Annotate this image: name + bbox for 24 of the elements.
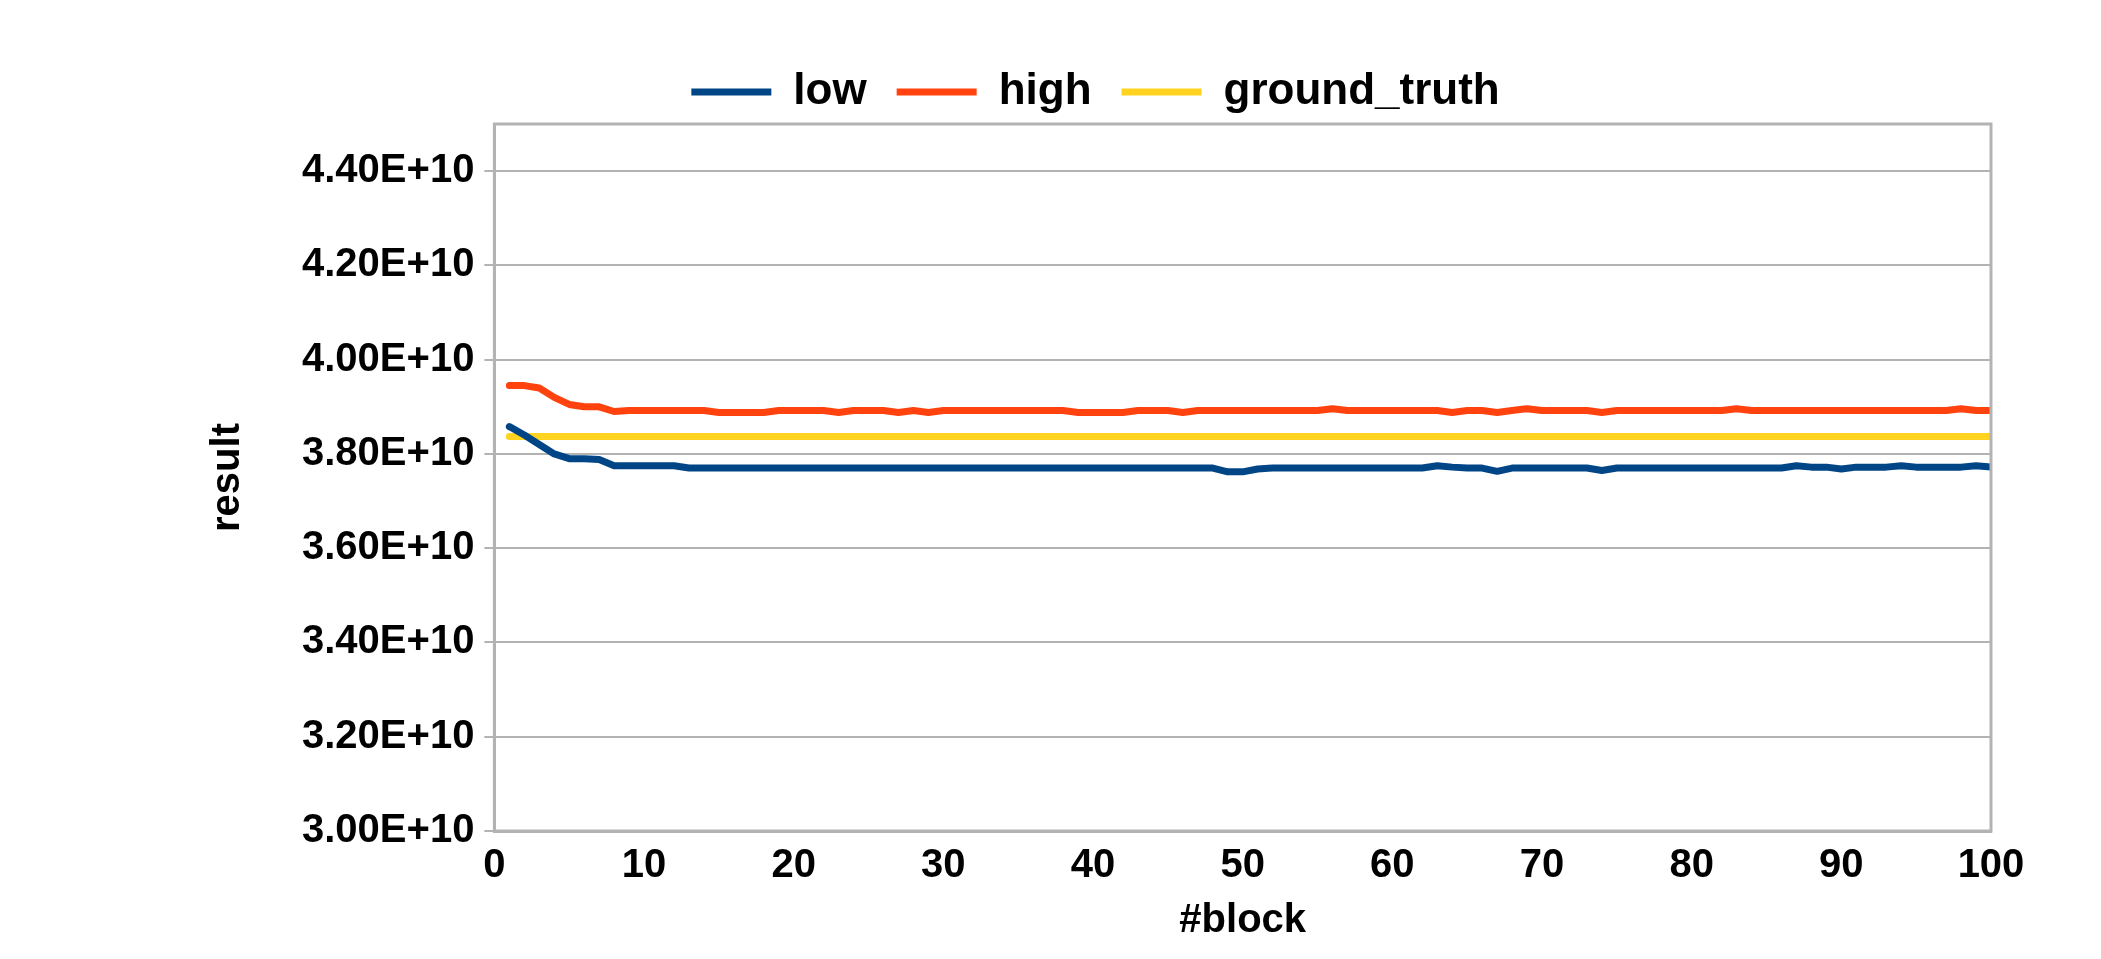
x-tick-label: 60: [1370, 841, 1415, 886]
legend-label: low: [793, 64, 868, 114]
y-tick-label: 3.60E+10: [301, 523, 475, 568]
legend-label: high: [998, 64, 1092, 114]
y-tick-label: 3.00E+10: [301, 806, 475, 851]
x-tick-label: 20: [771, 841, 816, 886]
x-tick-label: 50: [1220, 841, 1265, 886]
y-tick-label: 4.40E+10: [301, 146, 475, 191]
y-tick-label: 3.80E+10: [301, 428, 475, 473]
legend-label: ground_truth: [1223, 64, 1500, 114]
x-tick-label: 100: [1957, 841, 2025, 886]
x-tick-label: 0: [483, 841, 506, 886]
x-tick-label: 70: [1519, 841, 1565, 886]
y-tick-label: 4.20E+10: [301, 240, 475, 285]
x-tick-label: 80: [1669, 841, 1714, 886]
y-tick-label: 3.40E+10: [301, 617, 475, 662]
x-tick-label: 10: [621, 841, 667, 886]
x-axis-title: #block: [1179, 896, 1307, 941]
y-tick-label: 4.00E+10: [301, 334, 475, 379]
x-tick-label: 30: [921, 841, 966, 886]
x-tick-label: 40: [1070, 841, 1116, 886]
y-axis-title: result: [203, 423, 248, 532]
y-tick-label: 3.20E+10: [301, 711, 475, 756]
x-tick-label: 90: [1819, 841, 1864, 886]
